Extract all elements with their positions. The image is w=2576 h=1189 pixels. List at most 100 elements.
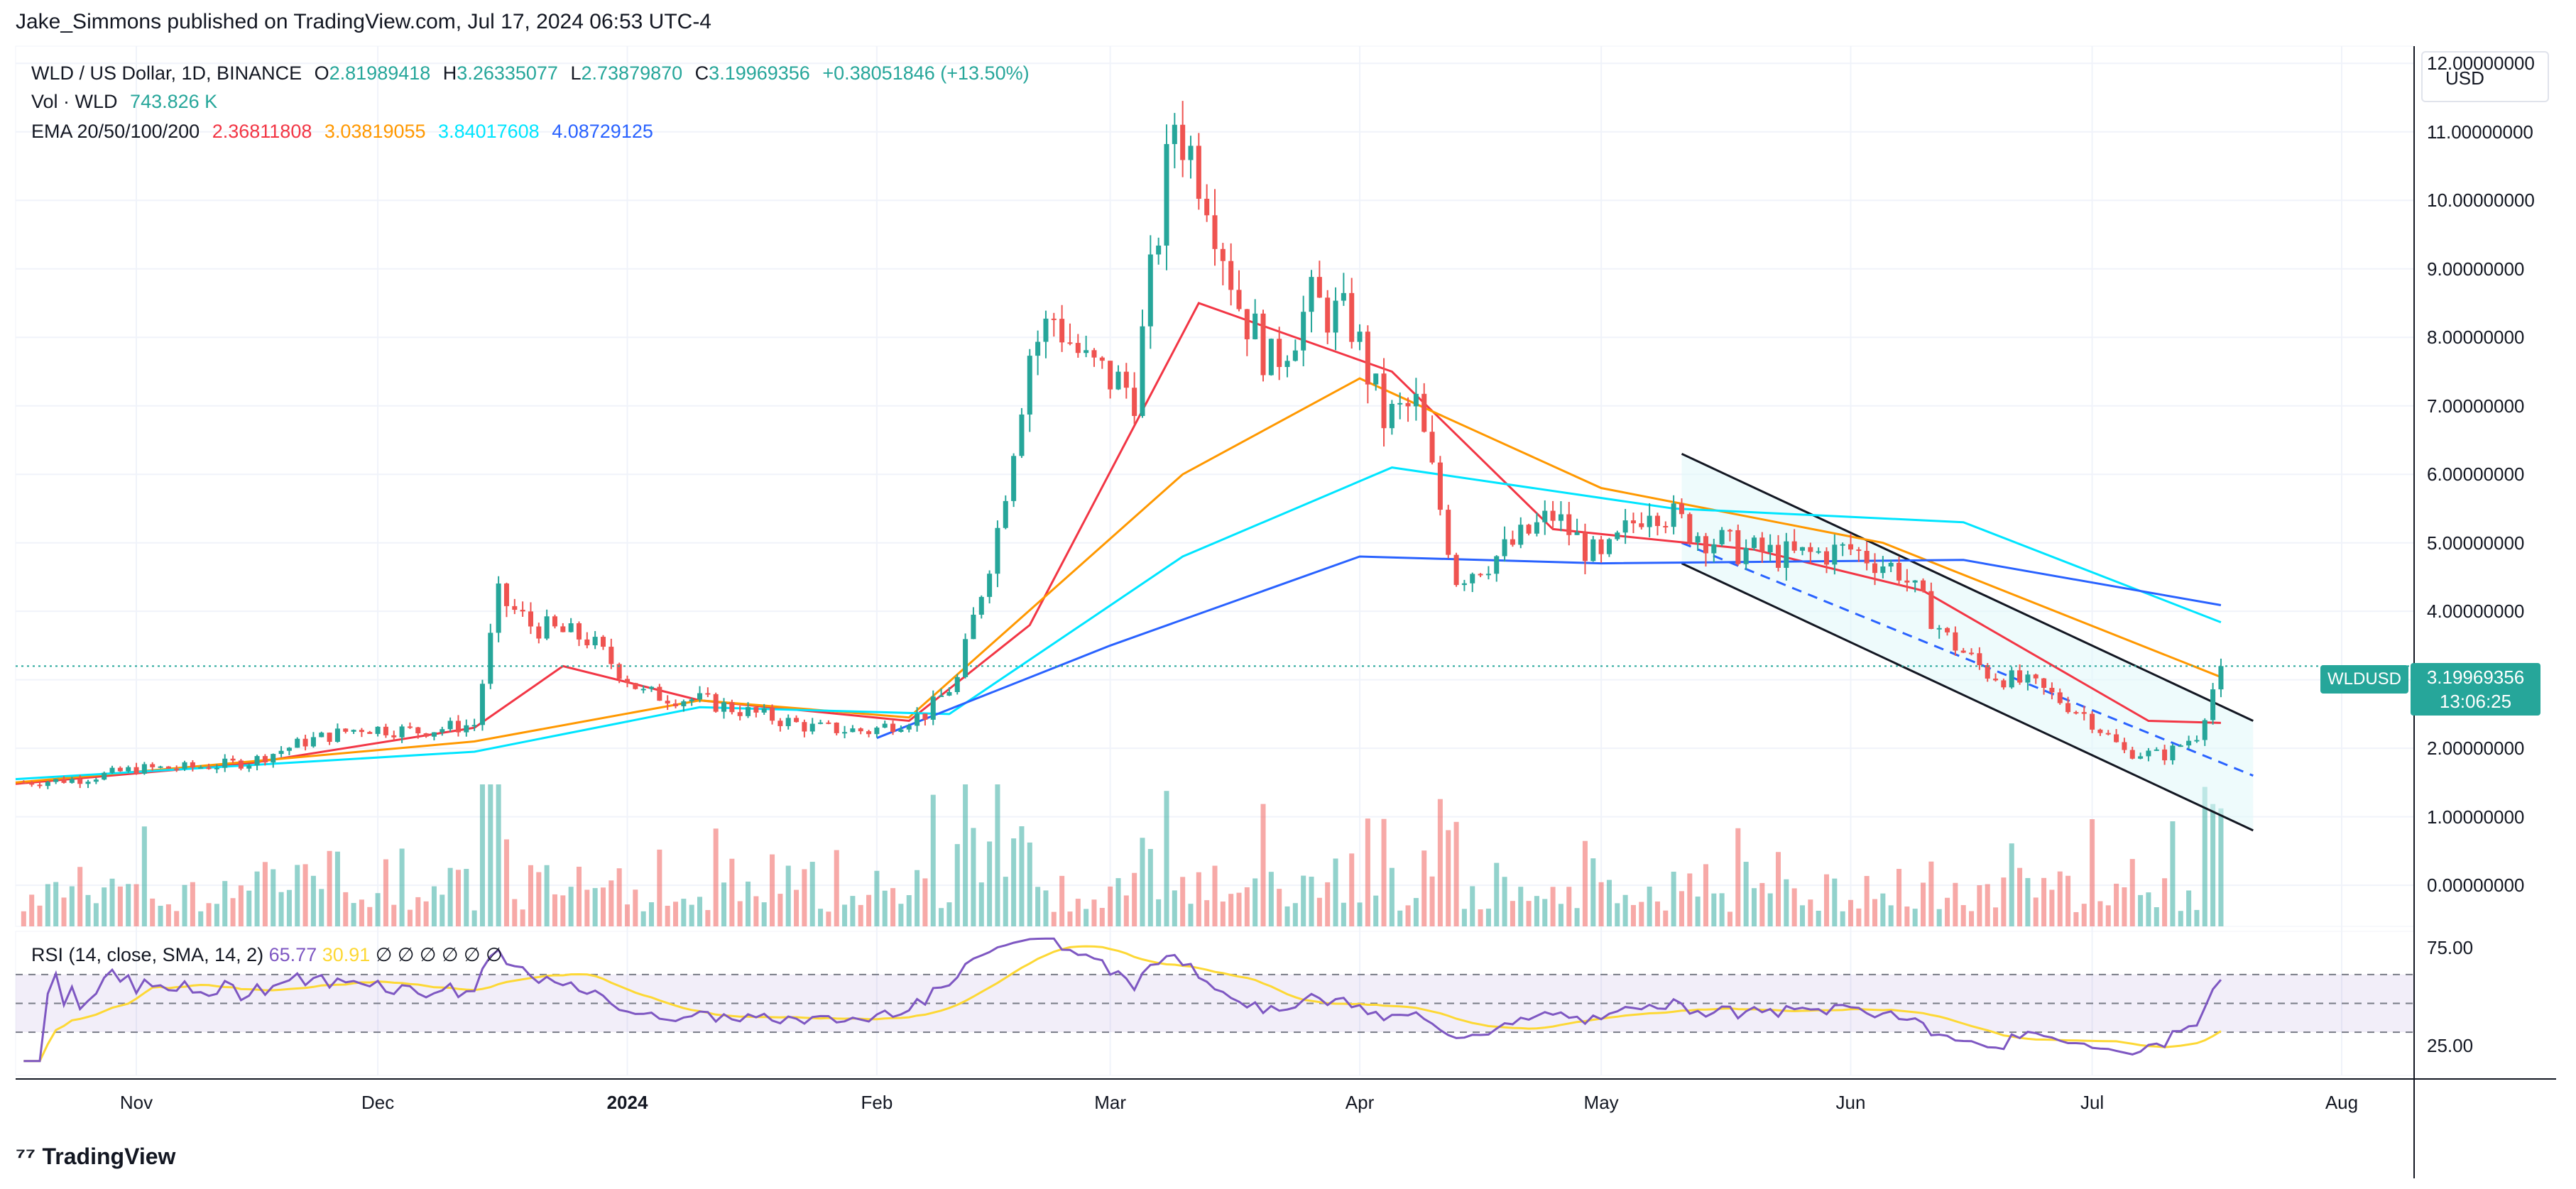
- candle-body-11: [109, 767, 115, 773]
- volume-bar-272: [2210, 804, 2216, 926]
- volume-bar-226: [1840, 911, 1845, 926]
- volume-bar-260: [2114, 883, 2119, 926]
- candle-body-81: [673, 703, 679, 706]
- volume-bar-217: [1767, 893, 1773, 926]
- volume-bar-43: [367, 906, 373, 926]
- candle-body-97: [802, 722, 807, 732]
- candle-body-155: [1268, 339, 1274, 376]
- volume-bar-255: [2073, 911, 2079, 926]
- volume-bar-95: [785, 865, 791, 926]
- candle-body-152: [1244, 309, 1250, 339]
- volume-bar-258: [2097, 901, 2103, 926]
- volume-bar-31: [271, 869, 276, 926]
- volume-bar-263: [2138, 894, 2144, 926]
- volume-bar-180: [1470, 886, 1475, 926]
- volume-bar-152: [1244, 887, 1250, 926]
- candle-body-76: [633, 683, 638, 689]
- volume-bar-8: [85, 894, 91, 926]
- volume-bar-187: [1526, 901, 1532, 926]
- rsi-level-25: 25.00: [2427, 1035, 2474, 1056]
- volume-bar-82: [681, 899, 687, 926]
- candle-body-94: [777, 720, 783, 726]
- candle-body-256: [2081, 712, 2087, 714]
- candle-body-247: [2009, 670, 2014, 688]
- volume-bar-126: [1035, 887, 1041, 926]
- candle-body-230: [1872, 563, 1878, 574]
- rsi-label: RSI (14, close, SMA, 14, 2): [31, 944, 264, 965]
- candle-body-116: [954, 676, 960, 692]
- volume-bar-143: [1172, 890, 1177, 926]
- candle-body-151: [1236, 290, 1242, 309]
- candle-body-245: [1993, 678, 1999, 681]
- candle-body-141: [1156, 245, 1162, 255]
- volume-bar-218: [1775, 852, 1781, 926]
- legend-change: +0.38051846 (+13.50%): [822, 62, 1030, 84]
- candle-body-71: [592, 637, 598, 646]
- candle-body-232: [1888, 562, 1894, 567]
- volume-bar-225: [1832, 878, 1838, 926]
- volume-bar-149: [1220, 902, 1226, 926]
- volume-bar-54: [455, 870, 461, 926]
- volume-bar-210: [1711, 893, 1717, 926]
- rsi-value: 65.77: [268, 944, 317, 965]
- candle-body-236: [1921, 580, 1926, 591]
- rsi-line: [23, 937, 2222, 1063]
- volume-bar-227: [1848, 899, 1854, 926]
- volume-bar-176: [1437, 799, 1443, 926]
- volume-bar-249: [2025, 877, 2031, 926]
- publisher-line: Jake_Simmons published on TradingView.co…: [16, 10, 711, 33]
- time-tick-6: May: [1583, 1092, 1619, 1113]
- candle-body-190: [1550, 510, 1556, 521]
- candle-body-44: [375, 726, 381, 734]
- candle-body-26: [230, 758, 236, 761]
- channel-mid: [1681, 542, 2254, 777]
- candle-body-235: [1912, 580, 1918, 583]
- candle-body-57: [479, 684, 485, 725]
- candle-body-34: [295, 738, 300, 748]
- candle-body-271: [2202, 720, 2207, 740]
- time-tick-9: Aug: [2325, 1092, 2359, 1113]
- candle-body-115: [946, 691, 952, 696]
- candle-body-29: [254, 756, 260, 766]
- volume-bar-253: [2057, 871, 2063, 926]
- price-tick-5: 5.00000000: [2427, 532, 2525, 554]
- tv-icon: ⁷⁷: [16, 1143, 43, 1170]
- legend-ema200: 4.08729125: [552, 121, 653, 142]
- candle-body-244: [1985, 665, 1990, 679]
- volume-bar-127: [1043, 890, 1049, 926]
- candle-body-138: [1132, 388, 1137, 416]
- last-price: 3.19969356: [2426, 667, 2525, 688]
- volume-bar-78: [648, 902, 655, 926]
- candle-body-170: [1389, 403, 1395, 429]
- volume-bar-200: [1630, 904, 1636, 926]
- volume-bar-89: [737, 901, 743, 926]
- candle-body-52: [440, 729, 445, 733]
- candle-body-3: [45, 782, 50, 787]
- volume-bar-191: [1558, 904, 1563, 926]
- candle-body-212: [1727, 530, 1732, 532]
- volume-bar-132: [1084, 909, 1089, 926]
- rsi-empty-2: ∅: [419, 944, 437, 965]
- legend-low: 2.73879870: [581, 62, 683, 84]
- currency-selector[interactable]: USD: [2421, 51, 2549, 102]
- volume-bar-35: [302, 864, 308, 926]
- volume-bar-110: [906, 895, 912, 926]
- volume-bar-6: [69, 886, 75, 926]
- volume-bar-229: [1864, 876, 1870, 926]
- volume-bar-20: [182, 884, 187, 926]
- candle-body-14: [133, 767, 139, 774]
- volume-bar-108: [890, 888, 896, 926]
- legend-low-label: L: [570, 62, 582, 84]
- volume-bar-106: [874, 870, 880, 926]
- candle-body-214: [1743, 547, 1749, 564]
- candle-body-128: [1051, 318, 1057, 320]
- volume-bar-242: [1969, 911, 1975, 926]
- axes: [16, 46, 2556, 1178]
- candle-body-123: [1011, 456, 1017, 501]
- candle-body-10: [102, 772, 107, 780]
- volume-bar-118: [971, 828, 976, 926]
- volume-bar-72: [600, 887, 606, 926]
- candle-body-13: [126, 767, 131, 772]
- candle-body-32: [278, 750, 284, 755]
